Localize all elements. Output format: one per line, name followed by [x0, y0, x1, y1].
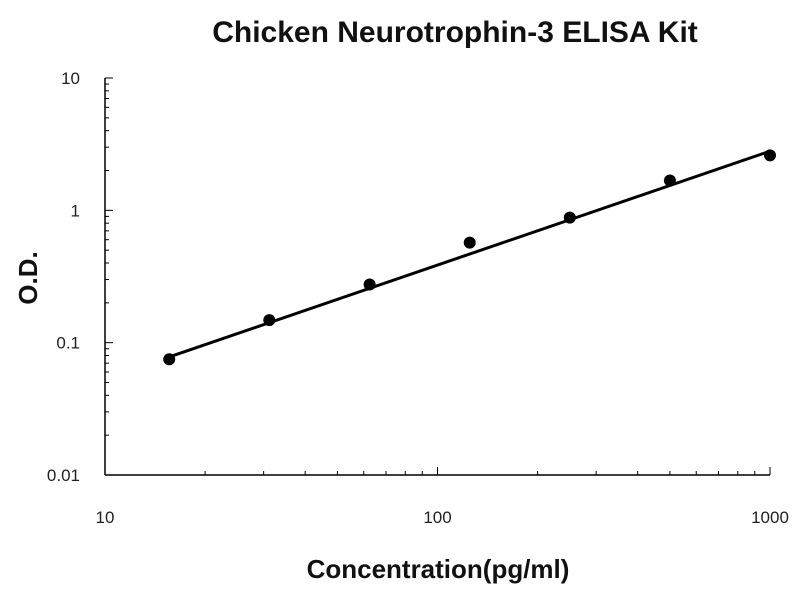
y-tick-label: 0.01 [47, 466, 80, 485]
data-point [463, 236, 476, 249]
data-point [663, 174, 676, 187]
y-tick-label: 0.1 [56, 334, 80, 353]
x-tick-label: 100 [423, 508, 451, 527]
y-axis-title: O.D. [13, 251, 43, 304]
y-tick-label: 1 [71, 201, 80, 220]
axes [104, 78, 770, 476]
x-tick-label: 10 [96, 508, 115, 527]
y-tick-label: 10 [61, 69, 80, 88]
axis-ticks: 10 100 1000 0.01 0.1 1 10 [47, 69, 789, 527]
fit-line [168, 149, 771, 359]
data-points [163, 149, 776, 366]
x-axis-title: Concentration(pg/ml) [307, 554, 570, 584]
fit-line-group [168, 149, 771, 359]
data-point [263, 314, 276, 327]
data-point [163, 353, 176, 366]
data-point [563, 211, 576, 224]
x-tick-label: 1000 [751, 508, 789, 527]
data-point [363, 278, 376, 291]
data-point [764, 149, 776, 162]
chart-title: Chicken Neurotrophin-3 ELISA Kit [212, 16, 698, 49]
